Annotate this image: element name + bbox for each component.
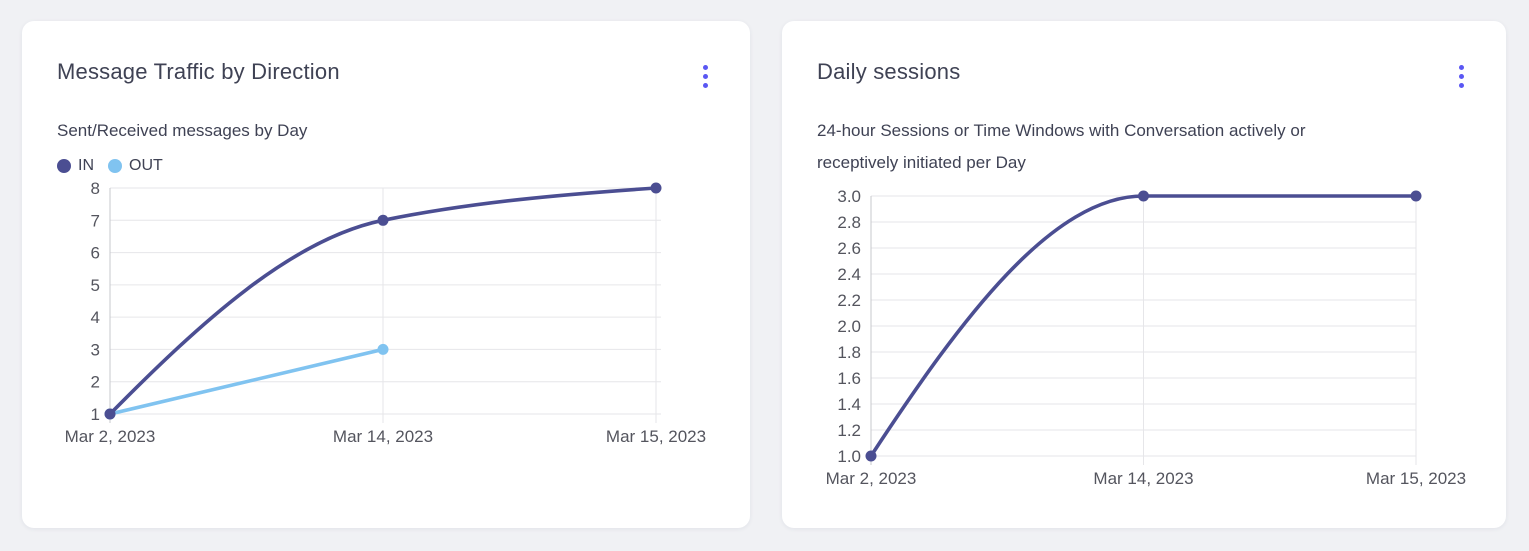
svg-text:1.2: 1.2 — [837, 421, 861, 440]
svg-text:Mar 15, 2023: Mar 15, 2023 — [606, 427, 706, 446]
svg-text:3: 3 — [91, 340, 100, 359]
chart-subtitle: 24-hour Sessions or Time Windows with Co… — [817, 121, 1306, 172]
svg-text:7: 7 — [91, 211, 100, 230]
svg-text:2.6: 2.6 — [837, 239, 861, 258]
chart-legend: IN OUT — [57, 157, 715, 175]
svg-text:3.0: 3.0 — [837, 187, 861, 206]
legend-label-out: OUT — [129, 157, 163, 174]
card-header: Daily sessions — [817, 57, 1471, 88]
svg-text:8: 8 — [91, 179, 100, 198]
message-traffic-line-chart: 1 2 3 4 5 6 7 8 Mar 2, 2023 Mar 14, 2023 Mar 15, 2… — [65, 179, 706, 446]
card-daily-sessions: Daily sessions 24-hour Sessions or Time … — [782, 21, 1506, 528]
legend-label-in: IN — [78, 157, 94, 174]
svg-text:Mar 2, 2023: Mar 2, 2023 — [826, 469, 917, 488]
daily-sessions-line-chart: 1.0 1.2 1.4 1.6 1.8 2.0 2.2 2.4 2.6 2.8 3.0 Mar 2, … — [826, 187, 1466, 488]
svg-text:2.0: 2.0 — [837, 317, 861, 336]
legend-dot-out-icon — [108, 159, 122, 173]
kebab-dot — [702, 82, 708, 88]
svg-text:1.0: 1.0 — [837, 447, 861, 466]
kebab-menu-icon[interactable] — [695, 61, 715, 91]
kebab-dot — [702, 64, 708, 70]
svg-text:1.8: 1.8 — [837, 343, 861, 362]
svg-text:Mar 2, 2023: Mar 2, 2023 — [65, 427, 156, 446]
svg-text:1: 1 — [91, 405, 100, 424]
svg-text:4: 4 — [91, 308, 100, 327]
card-header: Message Traffic by Direction — [57, 57, 715, 88]
kebab-dot — [1458, 64, 1464, 70]
legend-dot-in-icon — [57, 159, 71, 173]
kebab-dot — [1458, 73, 1464, 79]
kebab-menu-icon[interactable] — [1451, 61, 1471, 91]
svg-text:5: 5 — [91, 276, 100, 295]
kebab-dot — [1458, 82, 1464, 88]
svg-text:6: 6 — [91, 244, 100, 263]
svg-text:1.6: 1.6 — [837, 369, 861, 388]
svg-text:2: 2 — [91, 373, 100, 392]
svg-text:Mar 14, 2023: Mar 14, 2023 — [1093, 469, 1193, 488]
kebab-dot — [702, 73, 708, 79]
svg-text:1.4: 1.4 — [837, 395, 861, 414]
card-message-traffic: Message Traffic by Direction Sent/Receiv… — [22, 21, 750, 528]
svg-text:Mar 14, 2023: Mar 14, 2023 — [333, 427, 433, 446]
svg-text:2.8: 2.8 — [837, 213, 861, 232]
legend-item-in: IN — [57, 157, 94, 175]
page-title-daily-sessions: Daily sessions — [817, 59, 961, 84]
page-title-message-traffic: Message Traffic by Direction — [57, 59, 340, 84]
svg-text:Mar 15, 2023: Mar 15, 2023 — [1366, 469, 1466, 488]
chart-subtitle: Sent/Received messages by Day — [57, 121, 308, 140]
svg-text:2.4: 2.4 — [837, 265, 861, 284]
legend-item-out: OUT — [108, 157, 163, 175]
svg-text:2.2: 2.2 — [837, 291, 861, 310]
